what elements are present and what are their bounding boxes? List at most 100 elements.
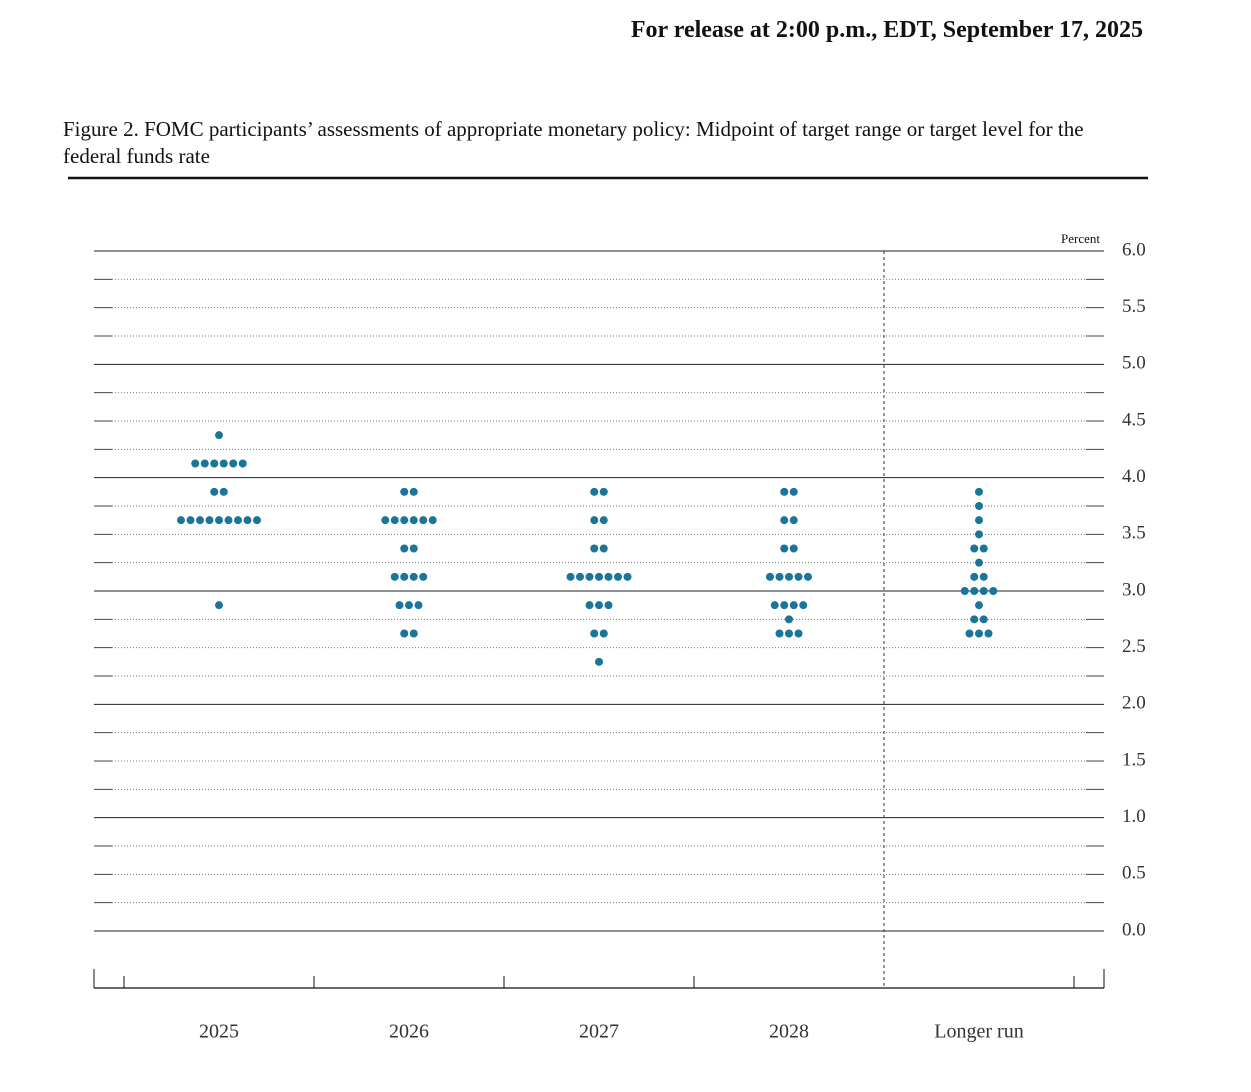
dot bbox=[210, 459, 219, 468]
dot bbox=[381, 516, 390, 525]
y-axis-label: Percent bbox=[1061, 231, 1100, 246]
dot bbox=[229, 459, 238, 468]
dot bbox=[965, 629, 974, 638]
y-tick-label: 4.5 bbox=[1122, 409, 1146, 430]
y-tick-label: 5.5 bbox=[1122, 296, 1146, 317]
release-header: For release at 2:00 p.m., EDT, September… bbox=[630, 17, 1143, 43]
dot bbox=[599, 629, 608, 638]
dot bbox=[409, 544, 418, 553]
dot bbox=[215, 601, 223, 610]
y-tick-label: 2.5 bbox=[1122, 636, 1146, 657]
dot bbox=[205, 516, 214, 525]
dot bbox=[979, 572, 988, 581]
dot bbox=[210, 487, 219, 496]
dot bbox=[390, 516, 399, 525]
y-tick-label: 0.0 bbox=[1122, 919, 1146, 940]
dot bbox=[215, 431, 223, 440]
dot bbox=[419, 516, 428, 525]
y-tick-label: 3.5 bbox=[1122, 523, 1146, 544]
dot bbox=[789, 487, 798, 496]
dot bbox=[590, 516, 599, 525]
dot bbox=[215, 516, 223, 525]
dot bbox=[595, 657, 603, 666]
dot bbox=[419, 572, 428, 581]
dot bbox=[409, 629, 418, 638]
dot bbox=[799, 601, 808, 610]
dot bbox=[770, 601, 779, 610]
x-tick-label: 2025 bbox=[199, 1021, 239, 1043]
dot bbox=[400, 487, 409, 496]
dot bbox=[970, 587, 979, 595]
dot bbox=[789, 601, 798, 610]
dot bbox=[970, 572, 979, 581]
dot bbox=[219, 487, 228, 496]
dot bbox=[428, 516, 437, 525]
dot bbox=[780, 487, 789, 496]
dot bbox=[780, 601, 789, 610]
dot bbox=[604, 601, 613, 610]
dot bbox=[595, 572, 603, 581]
dot bbox=[599, 487, 608, 496]
dot bbox=[975, 558, 983, 567]
x-tick-label: 2028 bbox=[769, 1021, 809, 1043]
dot bbox=[177, 516, 185, 525]
dot bbox=[590, 629, 599, 638]
dot bbox=[780, 544, 789, 553]
dot bbox=[975, 502, 983, 510]
dot bbox=[585, 572, 594, 581]
dot bbox=[409, 516, 418, 525]
dot bbox=[794, 629, 803, 638]
dot bbox=[400, 629, 409, 638]
dot bbox=[780, 516, 789, 525]
dot bbox=[794, 572, 803, 581]
dot bbox=[576, 572, 584, 581]
dot bbox=[186, 516, 195, 525]
dot bbox=[191, 459, 200, 468]
dot bbox=[775, 629, 784, 638]
dot bbox=[400, 544, 409, 553]
dot bbox=[804, 572, 812, 581]
dot bbox=[238, 459, 247, 468]
dot bbox=[590, 544, 599, 553]
dot bbox=[979, 615, 988, 624]
y-tick-label: 3.0 bbox=[1122, 579, 1146, 600]
dot bbox=[789, 516, 798, 525]
dot bbox=[614, 572, 622, 581]
dot bbox=[395, 601, 404, 610]
dot bbox=[979, 587, 988, 595]
dot bbox=[979, 544, 988, 553]
dot bbox=[975, 530, 983, 539]
dot bbox=[623, 572, 632, 581]
dot bbox=[789, 544, 798, 553]
dot bbox=[604, 572, 613, 581]
dot bbox=[196, 516, 204, 525]
dot bbox=[775, 572, 784, 581]
dot bbox=[243, 516, 252, 525]
dot bbox=[595, 601, 603, 610]
dot bbox=[409, 572, 418, 581]
x-tick-label: 2027 bbox=[579, 1021, 619, 1043]
dot bbox=[414, 601, 423, 610]
dot bbox=[234, 516, 242, 525]
dot bbox=[785, 629, 793, 638]
dot bbox=[200, 459, 209, 468]
dot bbox=[785, 572, 793, 581]
dot bbox=[970, 544, 979, 553]
chart-title: Figure 2. FOMC participants’ assessments… bbox=[63, 117, 1084, 168]
dot bbox=[390, 572, 399, 581]
dot bbox=[405, 601, 413, 610]
dot bbox=[400, 572, 409, 581]
dot bbox=[566, 572, 575, 581]
dot bbox=[766, 572, 774, 581]
y-tick-label: 6.0 bbox=[1122, 239, 1146, 260]
y-tick-label: 5.0 bbox=[1122, 353, 1146, 374]
dot bbox=[253, 516, 261, 525]
dot bbox=[970, 615, 979, 624]
y-tick-label: 2.0 bbox=[1122, 693, 1146, 714]
dot bbox=[975, 516, 983, 525]
x-tick-label: 2026 bbox=[389, 1021, 429, 1043]
y-tick-label: 1.0 bbox=[1122, 806, 1146, 827]
y-tick-label: 1.5 bbox=[1122, 749, 1146, 770]
dot bbox=[400, 516, 409, 525]
